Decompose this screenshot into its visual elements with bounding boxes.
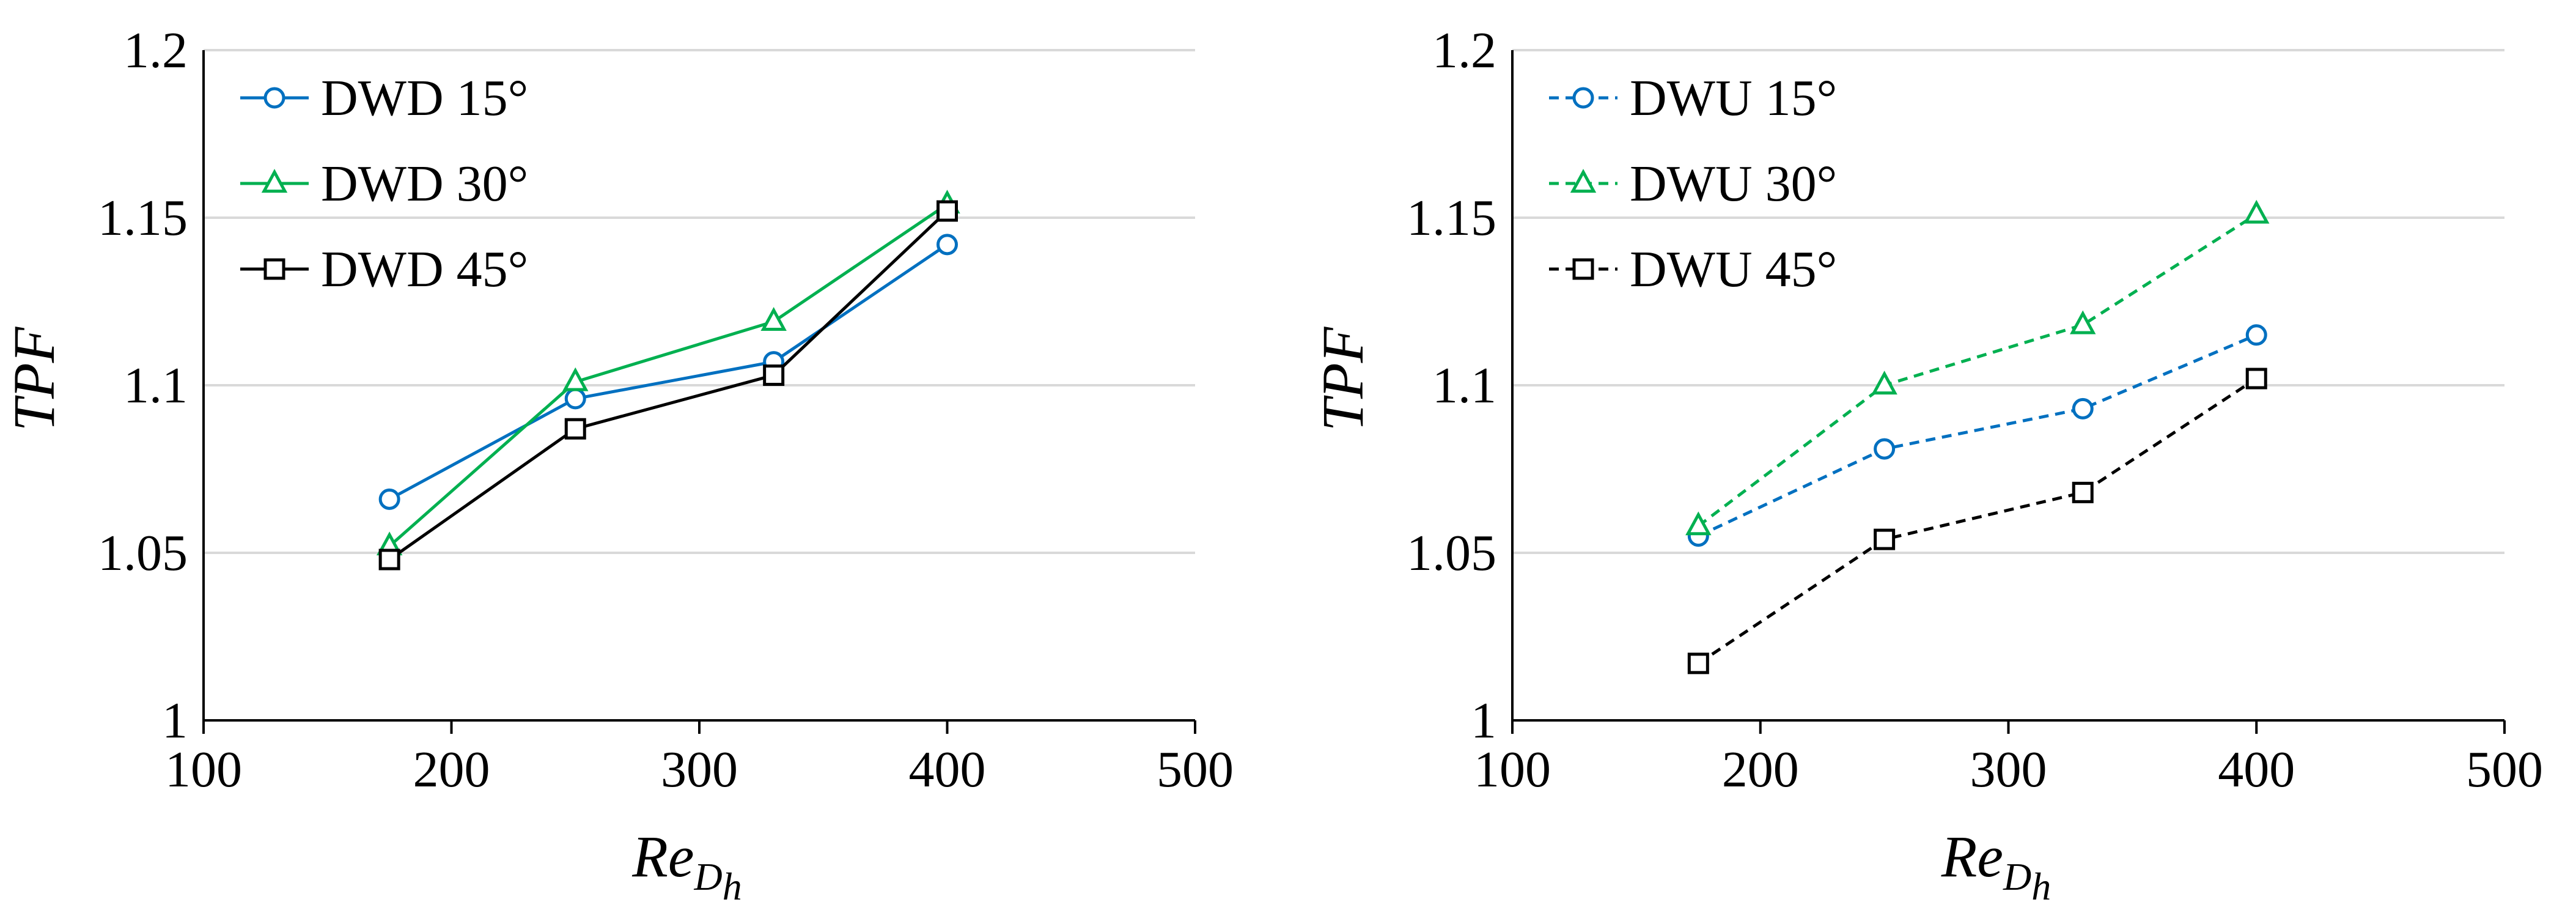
data-point	[1685, 511, 1712, 536]
y-tick-label: 1.15	[1407, 190, 1496, 246]
data-point	[2245, 324, 2267, 346]
data-point	[937, 234, 958, 256]
legend-swatch-marker	[1572, 258, 1594, 280]
data-point	[937, 200, 958, 222]
data-point	[562, 367, 589, 391]
x-tick-label: 500	[1157, 741, 1234, 798]
x-axis-title-right: ReDh	[1941, 824, 2051, 908]
x-tick-label: 200	[1722, 741, 1799, 798]
legend-label-0: DWD 15°	[321, 70, 528, 127]
gridlines-right	[1512, 49, 2504, 554]
legend-swatch-marker	[1572, 87, 1594, 109]
x-tick-label: 400	[909, 741, 986, 798]
legend-right: DWU 15° DWU 30° DWU 45°	[1549, 70, 1837, 298]
legend-label-2: DWU 45°	[1630, 241, 1837, 298]
chart-right: 100 200 300 400 500 1 1.05 1.1 1.15 1.2 DWU 15° …	[1310, 22, 2543, 908]
y-tick-label: 1	[162, 692, 188, 749]
x-tick-label: 100	[165, 741, 242, 798]
data-point	[378, 549, 400, 571]
series-line	[388, 210, 949, 561]
y-tick-label: 1.1	[1432, 357, 1496, 414]
x-title-sub1: D	[2003, 855, 2031, 898]
data-point	[1874, 528, 1896, 550]
x-tick-label: 200	[413, 741, 490, 798]
y-axis-left: 1 1.05 1.1 1.15 1.2	[98, 22, 205, 749]
data-point	[763, 364, 785, 386]
x-axis-title-left: ReDh	[631, 824, 742, 908]
series-line	[1697, 377, 2258, 665]
data-point	[2072, 397, 2094, 419]
data-point	[1871, 371, 1897, 395]
y-axis-title-right: TPF	[1310, 326, 1375, 431]
x-title-main: Re	[631, 824, 694, 889]
x-title-sub1: D	[694, 855, 723, 898]
legend-label-1: DWU 30°	[1630, 155, 1837, 212]
chart-left: 100 200 300 400 500 1 1.05 1.1 1.15 1.2 DWD 15° …	[1, 22, 1234, 908]
series-left	[376, 190, 960, 571]
y-tick-label: 1.2	[123, 22, 188, 79]
legend-item-2: DWD 45°	[240, 241, 528, 298]
x-tick-label: 300	[1970, 741, 2047, 798]
series-line	[388, 203, 948, 547]
data-point	[1874, 438, 1896, 460]
legend-item-1: DWU 30°	[1549, 155, 1837, 212]
data-point	[760, 307, 787, 331]
series-line	[388, 243, 948, 501]
y-tick-label: 1.15	[98, 190, 188, 246]
legend-label-1: DWD 30°	[321, 155, 528, 212]
x-title-sub2: h	[723, 865, 742, 908]
legend-item-0: DWU 15°	[1549, 70, 1837, 127]
data-point	[564, 388, 586, 410]
x-tick-label: 400	[2218, 741, 2295, 798]
x-axis-left: 100 200 300 400 500	[165, 719, 1234, 798]
y-tick-label: 1	[1471, 692, 1496, 749]
data-point	[2070, 310, 2096, 334]
legend-item-2: DWU 45°	[1549, 241, 1837, 298]
legend-swatch-marker	[263, 258, 285, 280]
series-line	[1697, 213, 2258, 528]
x-tick-label: 500	[2466, 741, 2543, 798]
legend-left: DWD 15° DWD 30° DWD 45°	[240, 70, 528, 298]
legend-item-1: DWD 30°	[240, 155, 528, 212]
y-axis-right: 1 1.05 1.1 1.15 1.2	[1407, 22, 1514, 749]
series-right	[1685, 199, 2270, 675]
y-tick-label: 1.1	[123, 357, 188, 414]
data-point	[2072, 481, 2094, 503]
legend-swatch-marker	[1570, 169, 1597, 193]
x-title-main: Re	[1941, 824, 2003, 889]
y-axis-title-left: TPF	[1, 326, 67, 431]
x-tick-label: 300	[661, 741, 738, 798]
y-tick-label: 1.05	[1407, 525, 1496, 582]
legend-item-0: DWD 15°	[240, 70, 528, 127]
x-tick-label: 100	[1474, 741, 1551, 798]
series-line	[1698, 333, 2258, 538]
legend-swatch-marker	[261, 169, 288, 193]
x-axis-right: 100 200 300 400 500	[1474, 719, 2543, 798]
x-title-sub2: h	[2031, 865, 2051, 908]
legend-swatch-marker	[263, 87, 285, 109]
legend-label-0: DWU 15°	[1630, 70, 1837, 127]
data-point	[378, 488, 400, 510]
data-point	[2243, 199, 2270, 224]
data-point	[564, 418, 586, 440]
y-tick-label: 1.2	[1432, 22, 1496, 79]
y-tick-label: 1.05	[98, 525, 188, 582]
legend-label-2: DWD 45°	[321, 241, 528, 298]
data-point	[2245, 368, 2267, 390]
data-point	[1687, 652, 1709, 675]
gridlines-left	[204, 49, 1195, 554]
